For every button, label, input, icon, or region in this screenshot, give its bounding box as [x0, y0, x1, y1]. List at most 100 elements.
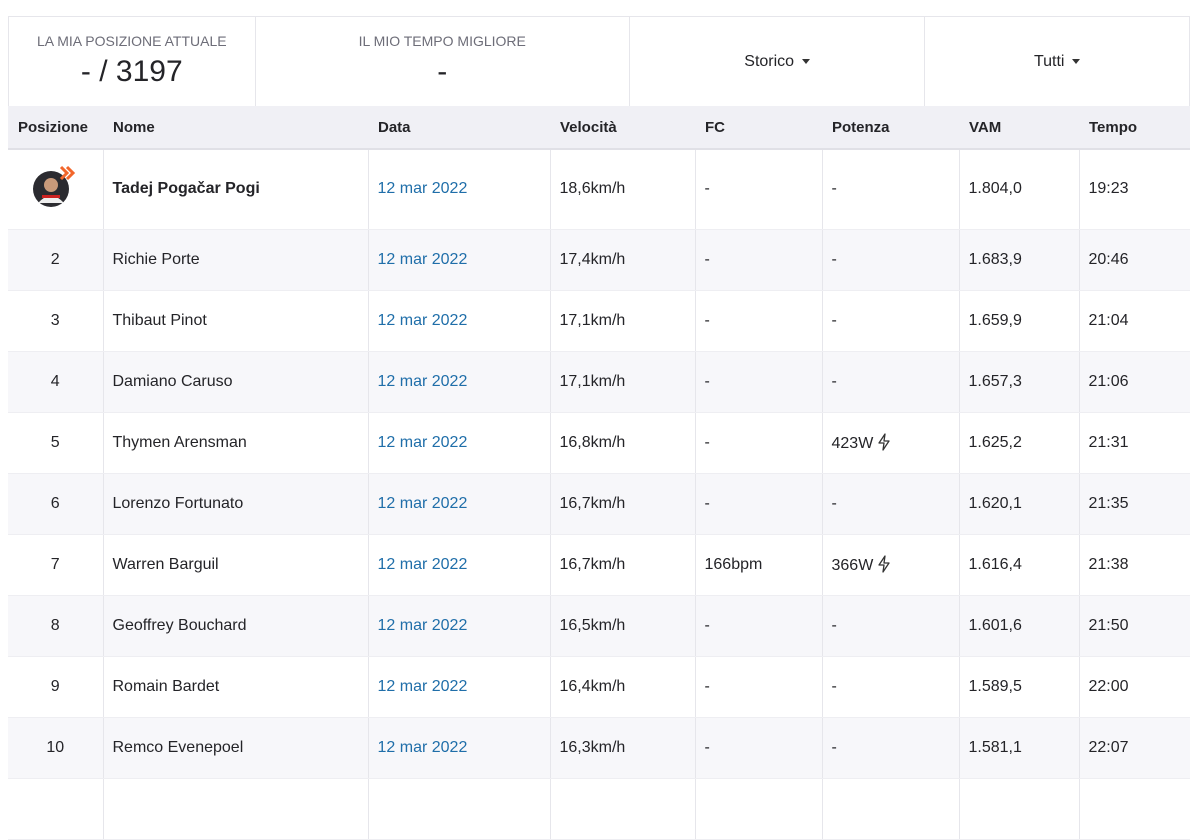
time-cell: 21:06: [1079, 351, 1190, 413]
athlete-name[interactable]: Romain Bardet: [112, 677, 220, 695]
power-cell: -: [822, 351, 960, 413]
dropdown-label[interactable]: Storico: [744, 53, 795, 70]
date-link[interactable]: 12 mar 2022: [377, 555, 468, 573]
empty-cell: [695, 778, 823, 840]
time-cell: 19:23: [1079, 149, 1190, 230]
rank-cell: 4: [8, 351, 104, 413]
hr-cell: -: [695, 656, 823, 718]
vam: 1.589,5: [968, 677, 1022, 695]
rank-cell: 2: [8, 229, 104, 291]
vam-cell: 1.589,5: [959, 656, 1080, 718]
date-cell: 12 mar 2022: [368, 717, 551, 779]
date-link[interactable]: 12 mar 2022: [377, 250, 468, 268]
hr-cell: -: [695, 351, 823, 413]
best-time: IL MIO TEMPO MIGLIORE -: [256, 17, 630, 106]
column-header: Nome: [103, 106, 368, 150]
name-cell: Romain Bardet: [103, 656, 369, 718]
rank-cell: 6: [8, 473, 104, 535]
power-cell: 366W: [822, 534, 960, 596]
stats-bar: LA MIA POSIZIONE ATTUALE - / 3197 IL MIO…: [8, 16, 1190, 106]
time-cell: 22:07: [1079, 717, 1190, 779]
dropdown-label[interactable]: Tutti: [1033, 53, 1065, 70]
empty-cell: [103, 778, 369, 840]
date-link[interactable]: 12 mar 2022: [377, 677, 468, 695]
rank-cell: [8, 149, 104, 230]
vam: 1.804,0: [968, 180, 1022, 198]
date-cell: 12 mar 2022: [368, 412, 551, 474]
current-position: LA MIA POSIZIONE ATTUALE - / 3197: [9, 17, 256, 106]
hr: -: [704, 433, 710, 451]
speed: 16,8km/h: [559, 433, 626, 451]
hr: -: [704, 677, 710, 695]
time: 21:38: [1088, 555, 1129, 573]
vam: 1.616,4: [968, 555, 1022, 573]
power-cell: -: [822, 717, 960, 779]
speed-cell: 16,8km/h: [550, 412, 696, 474]
athlete-name[interactable]: Remco Evenepoel: [112, 738, 244, 756]
athlete-name[interactable]: Damiano Caruso: [112, 372, 233, 390]
table-row: 3 Thibaut Pinot 12 mar 2022 17,1km/h - - 1.659…: [8, 290, 1190, 352]
date-cell: 12 mar 2022: [368, 290, 551, 352]
caret: [1072, 59, 1081, 65]
date-link[interactable]: 12 mar 2022: [377, 372, 468, 390]
time: 19:23: [1088, 180, 1129, 198]
speed-cell: 17,1km/h: [550, 290, 696, 352]
speed-cell: 16,5km/h: [550, 595, 696, 657]
athlete-name[interactable]: Thibaut Pinot: [112, 311, 207, 329]
header-row: Posizione Nome Data Velocità FC Potenza VAM Tem…: [8, 106, 1190, 150]
date-cell: 12 mar 2022: [368, 351, 551, 413]
table-row: 4 Damiano Caruso 12 mar 2022 17,1km/h - - 1.65…: [8, 351, 1190, 413]
athlete-name[interactable]: Richie Porte: [112, 250, 200, 268]
column-header: Velocità: [550, 106, 695, 150]
stat-label: LA MIA POSIZIONE ATTUALE: [37, 33, 227, 49]
time-cell: 21:04: [1079, 290, 1190, 352]
time: 22:07: [1088, 738, 1129, 756]
date-cell: 12 mar 2022: [368, 656, 551, 718]
time-cell: 20:46: [1079, 229, 1190, 291]
time: 22:00: [1088, 677, 1129, 695]
time: 21:50: [1088, 616, 1129, 634]
vam-cell: 1.683,9: [959, 229, 1080, 291]
vam-cell: 1.581,1: [959, 717, 1080, 779]
power: -: [831, 372, 837, 390]
date-link[interactable]: 12 mar 2022: [377, 433, 468, 451]
speed-cell: 18,6km/h: [550, 149, 696, 230]
time: 21:31: [1088, 433, 1129, 451]
leaderboard-table: Posizione Nome Data Velocità FC Potenza VAM Tem…: [8, 106, 1190, 840]
table-row: 7 Warren Barguil 12 mar 2022 16,7km/h 166bpm…: [8, 534, 1190, 596]
date-cell: 12 mar 2022: [368, 534, 551, 596]
athlete-name[interactable]: Tadej Pogačar Pogi: [112, 180, 260, 198]
time-cell: 21:35: [1079, 473, 1190, 535]
hr-cell: -: [695, 229, 823, 291]
power: -: [831, 250, 837, 268]
date-link[interactable]: 12 mar 2022: [377, 616, 468, 634]
speed-cell: 16,3km/h: [550, 717, 696, 779]
table-row: 8 Geoffrey Bouchard 12 mar 2022 16,5km/h - - 1…: [8, 595, 1190, 657]
athlete-name[interactable]: Lorenzo Fortunato: [112, 494, 244, 512]
empty-cell: [1079, 778, 1190, 840]
power: 423W: [831, 434, 874, 452]
date-link[interactable]: 12 mar 2022: [377, 738, 468, 756]
speed: 17,1km/h: [559, 372, 626, 390]
hr-cell: -: [695, 290, 823, 352]
power-cell: -: [822, 229, 960, 291]
date-link[interactable]: 12 mar 2022: [377, 180, 468, 198]
scope-dropdown[interactable]: Tutti: [925, 17, 1189, 106]
column-header: Tempo: [1079, 106, 1190, 150]
athlete-name[interactable]: Geoffrey Bouchard: [112, 616, 247, 634]
avatar[interactable]: [33, 165, 77, 209]
name-cell: Damiano Caruso: [103, 351, 369, 413]
history-dropdown[interactable]: Storico: [630, 17, 926, 106]
time: 21:04: [1088, 311, 1129, 329]
athlete-name[interactable]: Thymen Arensman: [112, 433, 247, 451]
vam: 1.659,9: [968, 311, 1022, 329]
date-link[interactable]: 12 mar 2022: [377, 494, 468, 512]
date-link[interactable]: 12 mar 2022: [377, 311, 468, 329]
hr-cell: -: [695, 412, 823, 474]
table-row: 2 Richie Porte 12 mar 2022 17,4km/h - - 1.683,…: [8, 229, 1190, 291]
hr: -: [704, 180, 710, 198]
vam: 1.581,1: [968, 738, 1022, 756]
empty-cell: [8, 778, 104, 840]
athlete-name[interactable]: Warren Barguil: [112, 555, 219, 573]
name-cell: Thymen Arensman: [103, 412, 369, 474]
